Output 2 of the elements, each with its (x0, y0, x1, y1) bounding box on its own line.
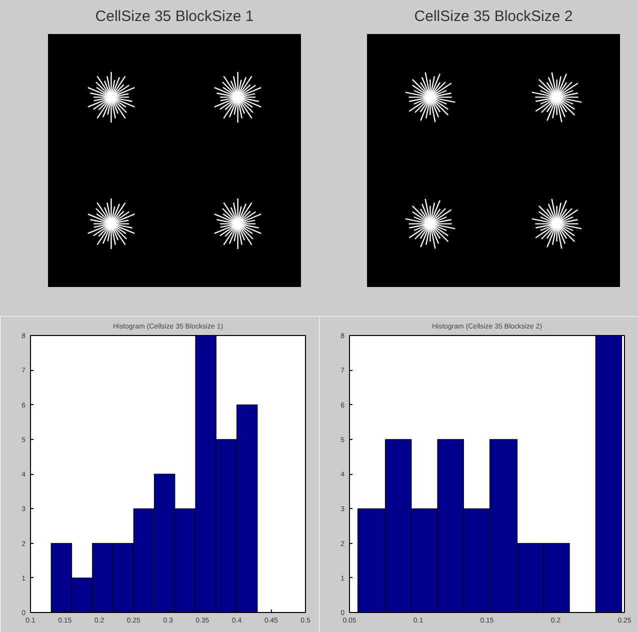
text: CellSize 35 BlockSize 1 (94, 7, 255, 27)
text: CellSize 35 BlockSize 2 (413, 7, 574, 27)
